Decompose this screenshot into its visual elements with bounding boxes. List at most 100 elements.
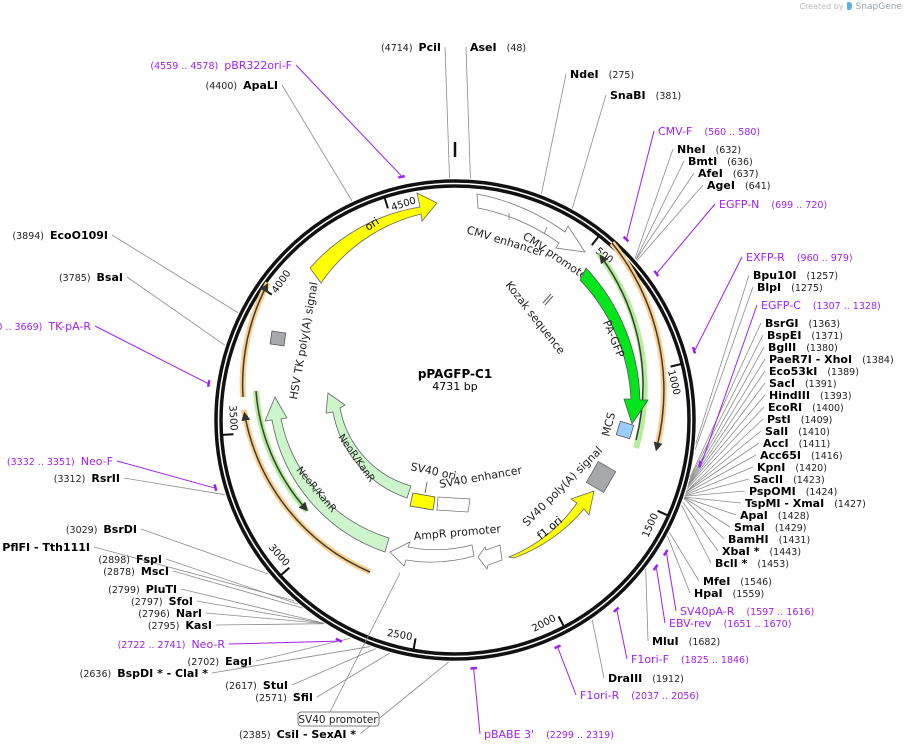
enzyme-name: MluI <box>652 635 679 648</box>
primer-mark[interactable] <box>698 460 702 468</box>
feature-f1-ori[interactable] <box>507 490 595 559</box>
enzyme-site[interactable]: AgeI (641) <box>707 179 771 192</box>
enzyme-site[interactable]: BsrGI (1363) <box>765 317 840 330</box>
feature-neor-inner[interactable] <box>325 392 412 499</box>
enzyme-site[interactable]: BspDI * - ClaI * (2636) <box>80 667 209 680</box>
enzyme-site[interactable]: NarI (2796) <box>138 607 202 620</box>
primer-site[interactable]: EBV-rev (1651 .. 1670) <box>669 617 791 630</box>
primer-mark[interactable] <box>612 606 620 613</box>
primer-mark[interactable] <box>691 346 697 354</box>
feature-sv40-polya[interactable] <box>585 461 617 493</box>
enzyme-site[interactable]: PluTI (2799) <box>108 583 177 596</box>
primer-site[interactable]: SV40pA-R (1597 .. 1616) <box>680 605 814 618</box>
enzyme-site[interactable]: CsiI - SexAI * (2385) <box>239 728 356 741</box>
primer-mark[interactable] <box>662 549 669 557</box>
enzyme-position: (1409) <box>801 415 833 426</box>
enzyme-site[interactable]: StuI (2617) <box>225 679 288 692</box>
enzyme-site[interactable]: SfiI (2571) <box>255 691 313 704</box>
primer-site[interactable]: pBR322ori-F (4559 .. 4578) <box>150 59 292 72</box>
primer-site[interactable]: Neo-R (2722 .. 2741) <box>118 638 226 651</box>
enzyme-name: HindIII <box>769 389 810 402</box>
enzyme-site[interactable]: SacII (1423) <box>753 473 825 486</box>
primer-site[interactable]: EGFP-C (1307 .. 1328) <box>761 299 881 312</box>
primer-site[interactable]: TK-pA-R (3650 .. 3669) <box>0 320 91 333</box>
enzyme-site[interactable]: KasI (2795) <box>148 619 212 632</box>
enzyme-site[interactable]: NheI (632) <box>677 143 741 156</box>
primer-mark[interactable] <box>206 380 211 387</box>
enzyme-site[interactable]: NdeI (275) <box>570 68 634 81</box>
enzyme-site[interactable]: BsrDI (3029) <box>66 523 137 536</box>
feature-sv40-promoter[interactable] <box>389 541 475 567</box>
enzyme-site[interactable]: BamHI (1431) <box>728 533 810 546</box>
enzyme-site[interactable]: HpaI (1559) <box>694 587 764 600</box>
primer-mark[interactable] <box>622 235 630 243</box>
enzyme-site[interactable]: SnaBI (381) <box>610 89 681 102</box>
primer-mark[interactable] <box>553 644 562 650</box>
enzyme-site[interactable]: PaeR7I - XhoI (1384) <box>769 353 894 366</box>
enzyme-site[interactable]: HindIII (1393) <box>769 389 852 402</box>
enzyme-site[interactable]: MfeI (1546) <box>703 575 772 588</box>
primer-site[interactable]: F1ori-R (2037 .. 2056) <box>580 689 699 702</box>
enzyme-site[interactable]: Bpu10I (1257) <box>753 269 838 282</box>
primer-site[interactable]: F1ori-F (1825 .. 1846) <box>631 653 749 666</box>
enzyme-site[interactable]: MluI (1682) <box>652 635 720 648</box>
primer-site[interactable]: EXFP-R (960 .. 979) <box>746 251 853 264</box>
enzyme-site[interactable]: KpnI (1420) <box>757 461 827 474</box>
enzyme-site[interactable]: SfoI (2797) <box>131 595 193 608</box>
enzyme-site[interactable]: MscI (2878) <box>103 565 169 578</box>
feature-kozak[interactable] <box>542 293 552 304</box>
enzyme-site[interactable]: ApaLI (4400) <box>205 79 278 92</box>
primer-site[interactable]: Neo-F (3332 .. 3351) <box>7 455 113 468</box>
primer-mark[interactable] <box>335 637 343 643</box>
primer-site[interactable]: CMV-F (560 .. 580) <box>658 125 760 138</box>
primer-mark[interactable] <box>213 484 218 492</box>
primer-site[interactable]: EGFP-N (699 .. 720) <box>719 198 827 211</box>
enzyme-site[interactable]: Acc65I (1416) <box>760 449 843 462</box>
enzyme-site[interactable]: AccI (1411) <box>763 437 830 450</box>
enzyme-site[interactable]: SalI (1410) <box>765 425 830 438</box>
feature-ampr-small[interactable] <box>477 544 503 570</box>
feature-sv40-enhancer[interactable] <box>436 496 471 513</box>
enzyme-site[interactable]: XbaI * (1443) <box>722 545 801 558</box>
enzyme-name: PciI <box>419 41 441 54</box>
enzyme-site[interactable]: BclI * (1453) <box>715 557 789 570</box>
enzyme-site[interactable]: BglII (1380) <box>768 341 838 354</box>
feature-neor-outer[interactable] <box>264 396 390 553</box>
feature-pagfp[interactable] <box>579 267 649 425</box>
enzyme-site[interactable]: EcoO109I (3894) <box>12 229 108 242</box>
primer-mark[interactable] <box>398 174 406 179</box>
enzyme-site[interactable]: DraIII (1912) <box>608 672 684 685</box>
feature-sv40-ori[interactable] <box>409 492 436 511</box>
primer-mark[interactable] <box>652 564 659 571</box>
enzyme-site[interactable]: PciI (4714) <box>381 41 441 54</box>
enzyme-site[interactable]: SacI (1391) <box>769 377 837 390</box>
enzyme-site[interactable]: AfeI (637) <box>698 167 758 180</box>
enzyme-site[interactable]: EcoRI (1400) <box>768 401 844 414</box>
enzyme-site[interactable]: TspMI - XmaI (1427) <box>745 497 866 510</box>
enzyme-position: (641) <box>745 181 771 192</box>
enzyme-site[interactable]: BsaI (3785) <box>59 271 123 284</box>
enzyme-site[interactable]: PspOMI (1424) <box>749 485 837 498</box>
feature-hsv-tk-polya[interactable] <box>269 330 287 347</box>
enzyme-site[interactable]: PstI (1409) <box>767 413 832 426</box>
feature-ori[interactable] <box>309 192 438 284</box>
enzyme-site[interactable]: Eco53kI (1389) <box>769 365 859 378</box>
feature-mcs[interactable] <box>615 420 635 440</box>
enzyme-site[interactable]: BlpI (1275) <box>757 281 823 294</box>
enzyme-site[interactable]: PflFI - Tth111I(2914) <box>0 541 90 554</box>
enzyme-site[interactable]: ApaI (1428) <box>740 509 810 522</box>
enzyme-site[interactable]: FspI (2898) <box>98 553 162 566</box>
enzyme-name: ApaLI <box>243 79 278 92</box>
enzyme-site[interactable]: BspEI (1371) <box>767 329 843 342</box>
enzyme-position: (3312) <box>54 474 86 485</box>
enzyme-site[interactable]: RsrII (3312) <box>54 472 120 485</box>
enzyme-site[interactable]: BmtI (636) <box>688 155 753 168</box>
sv40-promoter-callout[interactable]: SV40 promoter <box>297 711 380 727</box>
enzyme-name: RsrII <box>91 472 120 485</box>
enzyme-site[interactable]: EagI (2702) <box>188 655 253 668</box>
primer-site[interactable]: pBABE 3' (2299 .. 2319) <box>484 728 614 741</box>
enzyme-site[interactable]: SmaI (1429) <box>734 521 807 534</box>
feature-cmv[interactable] <box>476 193 586 253</box>
enzyme-site[interactable]: AseI (48) <box>470 41 526 54</box>
primer-mark[interactable] <box>653 270 660 277</box>
